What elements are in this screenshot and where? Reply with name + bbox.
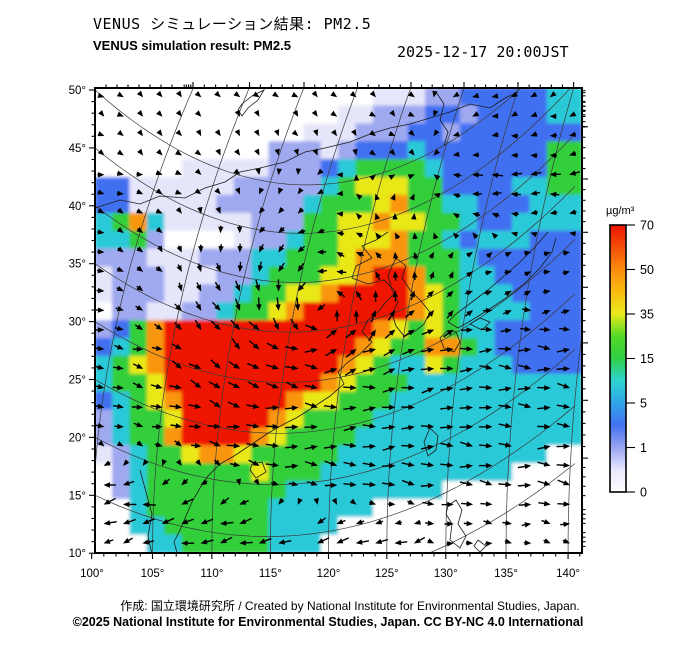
colorbar-unit: µg/m³ bbox=[606, 205, 635, 217]
lat-axis-label: 20° bbox=[69, 432, 86, 444]
colorbar-tick-label: 50 bbox=[640, 263, 654, 277]
colorbar-tick-label: 15 bbox=[640, 352, 654, 366]
lat-axis-label: 30° bbox=[69, 317, 86, 329]
colorbar-tick-label: 35 bbox=[640, 308, 654, 322]
lon-axis-label: 100° bbox=[80, 568, 104, 580]
colorbar-tick-label: 70 bbox=[640, 219, 654, 233]
wind-vectors bbox=[95, 90, 580, 547]
lat-axis-label: 10° bbox=[69, 548, 86, 560]
license-line: ©2025 National Institute for Environment… bbox=[72, 615, 584, 629]
lon-axis-label: 125° bbox=[375, 568, 399, 580]
colorbar-tick-label: 0 bbox=[640, 486, 647, 500]
lon-axis-label: 120° bbox=[317, 568, 341, 580]
lat-axis-label: 50° bbox=[69, 85, 86, 97]
lat-axis-label: 25° bbox=[69, 375, 86, 387]
colorbar-tick-label: 1 bbox=[640, 441, 647, 455]
credit-line: 作成: 国立環境研究所 / Created by National Instit… bbox=[120, 599, 580, 613]
lon-axis-label: 105° bbox=[141, 568, 165, 580]
lon-axis-label: 135° bbox=[494, 568, 518, 580]
timestamp: 2025-12-17 20:00JST bbox=[397, 43, 569, 61]
colorbar: µg/m³ 70 50 35 15 5 1 0 bbox=[606, 205, 654, 500]
lat-axis-label: 35° bbox=[69, 259, 86, 271]
page-title-english: VENUS simulation result: PM2.5 bbox=[93, 38, 291, 53]
lat-axis-label: 15° bbox=[69, 490, 86, 502]
lon-axis-label: 110° bbox=[200, 568, 223, 580]
lat-axis-label: 40° bbox=[69, 201, 86, 213]
colorbar-tick-label: 5 bbox=[640, 397, 647, 411]
lon-axis-label: 115° bbox=[259, 568, 282, 580]
axis-labels: 50° 45° 40° 35° 30° 25° 20° 15° 10° 100° 105° 110° 1… bbox=[69, 85, 580, 580]
page-title-japanese: VENUS シミュレーション結果: PM2.5 bbox=[93, 15, 372, 33]
lon-axis-label: 140° bbox=[556, 568, 580, 580]
graticule bbox=[95, 88, 582, 553]
axis-ticks bbox=[89, 82, 588, 559]
lat-axis-label: 45° bbox=[69, 143, 86, 155]
lon-axis-label: 130° bbox=[434, 568, 458, 580]
